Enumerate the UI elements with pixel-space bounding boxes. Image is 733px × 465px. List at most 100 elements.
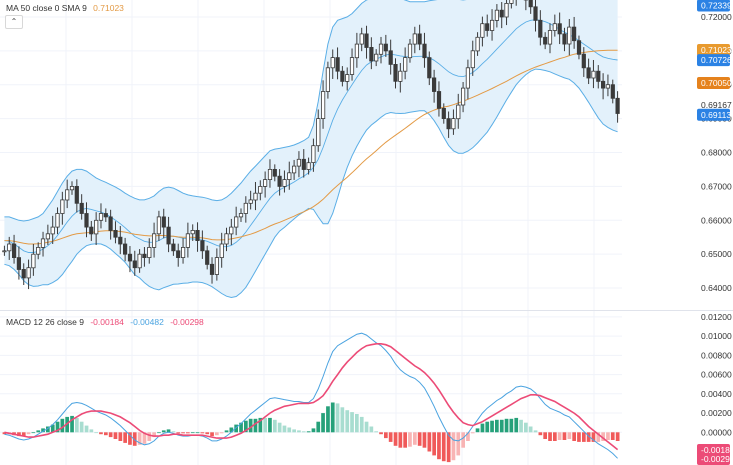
candle-body — [388, 50, 393, 65]
histogram-bar — [403, 432, 407, 448]
macd-tick-label: 0.01200 — [701, 312, 732, 322]
candle-body — [2, 250, 7, 253]
histogram-bar — [171, 431, 176, 433]
candle-body — [166, 226, 171, 245]
histogram-bar — [490, 420, 494, 433]
histogram-bar — [596, 432, 601, 442]
macd-tick-label: 0.01000 — [701, 331, 732, 341]
histogram-bar — [427, 432, 432, 452]
candle-body — [543, 36, 548, 45]
histogram-bar — [287, 427, 292, 433]
histogram-bar — [504, 418, 509, 433]
candle-body — [422, 43, 427, 59]
candle-body — [26, 267, 31, 279]
signal-legend-value: -0.00482 — [130, 317, 164, 327]
histogram-bar — [499, 419, 504, 433]
histogram-bar — [441, 432, 446, 462]
candle-body — [460, 87, 466, 106]
histogram-bar — [157, 432, 161, 434]
histogram-bar — [273, 419, 277, 433]
candle-body — [470, 50, 475, 69]
histogram-bar — [398, 432, 403, 448]
candle-body — [494, 9, 500, 21]
macd-tick-label: 0.00400 — [701, 389, 732, 399]
histogram-bar — [113, 432, 118, 439]
histogram-bar — [166, 429, 171, 433]
candle-body — [45, 233, 51, 240]
candle-body — [499, 9, 504, 18]
histogram-bar — [355, 414, 359, 433]
histogram-bar — [451, 432, 456, 461]
candle-body — [538, 19, 543, 38]
candle-body — [185, 233, 190, 248]
histogram-bar — [480, 423, 485, 433]
histogram-bar — [321, 413, 325, 433]
band-upper-line — [4, 0, 467, 222]
candle-body — [156, 216, 161, 235]
macd-tick-label: 0.00800 — [701, 350, 732, 360]
histogram-bar — [374, 431, 378, 433]
histogram-bar — [509, 418, 514, 433]
histogram-bar — [41, 428, 45, 433]
candle-body — [224, 233, 229, 245]
ma-legend-label: MA 50 close 0 SMA 9 — [6, 3, 87, 13]
candle-body — [40, 238, 46, 248]
histogram-bar — [384, 432, 388, 439]
candle-body — [229, 226, 234, 235]
candle-body — [190, 229, 195, 235]
moving-average — [4, 49, 618, 245]
histogram-bar — [200, 432, 205, 434]
histogram-bar — [89, 429, 94, 433]
histogram-bar — [292, 429, 296, 433]
histogram-bar — [176, 432, 181, 434]
candle-body — [562, 33, 567, 45]
candle-body — [11, 243, 17, 259]
price-badge-bg — [697, 44, 730, 57]
candle-body — [335, 57, 340, 72]
histogram-bar — [437, 432, 441, 460]
hist-legend-value: -0.00298 — [170, 317, 204, 327]
candle-body — [378, 43, 384, 55]
candle-body — [272, 168, 277, 177]
candle-body — [576, 40, 582, 55]
histogram-bar — [567, 432, 572, 439]
candle-body — [311, 145, 316, 163]
macd-line — [4, 332, 618, 459]
candle-body — [475, 36, 480, 52]
histogram-bar — [330, 402, 335, 433]
histogram-bar — [258, 417, 263, 433]
candle-body — [21, 268, 26, 279]
histogram-bar — [94, 432, 98, 434]
histogram-bar — [210, 432, 214, 437]
histogram-bar — [606, 432, 610, 440]
histogram-bar — [79, 421, 84, 433]
candle-body — [610, 84, 615, 99]
histogram-bar — [615, 432, 620, 441]
candle-body — [383, 43, 388, 52]
price-tick-label: 0.67000 — [701, 181, 732, 191]
candle-body — [567, 26, 572, 45]
price-badge-bg — [697, 108, 730, 121]
candle-body — [219, 243, 224, 259]
macd-axis[interactable]: 0.01200 0.01000 0.00800 0.00600 0.00400 0.002… — [701, 312, 732, 437]
candle-body — [262, 179, 268, 187]
histogram-bar — [2, 432, 7, 435]
candle-body — [403, 57, 408, 72]
chevron-up-icon[interactable]: ⌃ — [5, 15, 23, 29]
histogram-bar — [326, 406, 330, 433]
price-badge-bg — [697, 0, 730, 12]
histogram-bar — [195, 432, 200, 434]
price-badge: 0.71023 — [701, 45, 732, 55]
candle-body — [596, 70, 601, 82]
candle-body — [316, 118, 321, 147]
macd-badge-bg — [697, 443, 730, 456]
histogram-bar — [215, 432, 219, 436]
histogram-bar — [248, 418, 253, 433]
candle-body — [55, 213, 60, 228]
candle-body — [547, 30, 553, 45]
histogram-bar — [205, 432, 210, 435]
band-lower-line — [4, 68, 618, 299]
candle-body — [89, 226, 94, 235]
